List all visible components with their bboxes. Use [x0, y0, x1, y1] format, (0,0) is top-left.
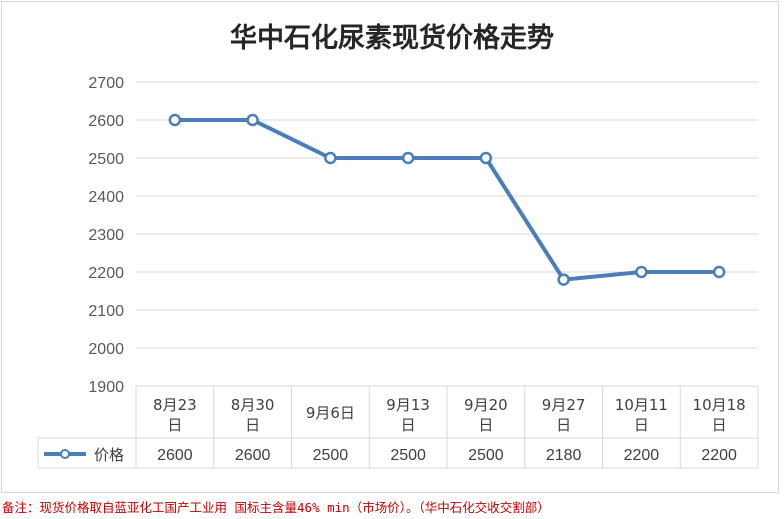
legend-label: 价格	[94, 446, 124, 464]
x-category-label: 8月23	[153, 396, 197, 414]
x-category-label: 8月30	[231, 396, 275, 414]
data-point	[712, 265, 726, 279]
data-table-value: 2180	[546, 447, 582, 464]
series-line	[174, 118, 720, 282]
y-tick-label: 2600	[88, 113, 124, 130]
x-category-label: 日	[478, 416, 493, 434]
data-point	[168, 113, 182, 127]
data-table-value: 2600	[157, 447, 193, 464]
x-category-label: 日	[401, 416, 416, 434]
legend-point-marker	[60, 449, 70, 459]
x-category-label: 日	[712, 416, 727, 434]
footnote: 备注：现货价格取自蓝亚化工国产工业用 国标主含量46% min（市场价）。（华中…	[2, 500, 550, 515]
y-tick-label: 2400	[88, 189, 124, 206]
x-category-label: 9月6日	[306, 404, 355, 422]
data-table-value: 2200	[624, 447, 660, 464]
y-tick-label: 2500	[88, 151, 124, 168]
data-table-value: 2500	[468, 447, 504, 464]
data-point	[246, 113, 259, 127]
y-tick-label: 2000	[88, 341, 124, 358]
chart-title: 华中石化尿素现货价格走势	[230, 23, 554, 54]
data-table-value: 2500	[313, 447, 349, 464]
data-table-value: 2600	[235, 447, 271, 464]
y-tick-label: 2700	[88, 75, 124, 92]
data-table-value: 2500	[390, 447, 426, 464]
x-category-label: 日	[634, 416, 649, 434]
data-point	[401, 151, 415, 165]
data-point	[324, 151, 337, 165]
data-point	[635, 265, 648, 279]
y-tick-label: 2200	[88, 265, 124, 282]
y-tick-label: 1900	[88, 379, 124, 396]
x-category-label: 日	[556, 416, 571, 434]
y-tick-label: 2300	[88, 227, 124, 244]
data-point	[557, 273, 570, 286]
x-category-label: 日	[167, 416, 182, 434]
x-category-label: 日	[245, 416, 260, 434]
data-table-value: 2200	[701, 447, 737, 464]
x-category-label: 10月11	[615, 396, 668, 414]
x-category-label: 9月13	[386, 396, 430, 414]
x-category-label: 9月27	[542, 396, 586, 414]
chart-frame	[1, 1, 779, 493]
x-category-label: 9月20	[464, 396, 508, 414]
data-point	[479, 151, 493, 165]
x-category-label: 10月18	[693, 396, 746, 414]
y-tick-label: 2100	[88, 303, 124, 320]
